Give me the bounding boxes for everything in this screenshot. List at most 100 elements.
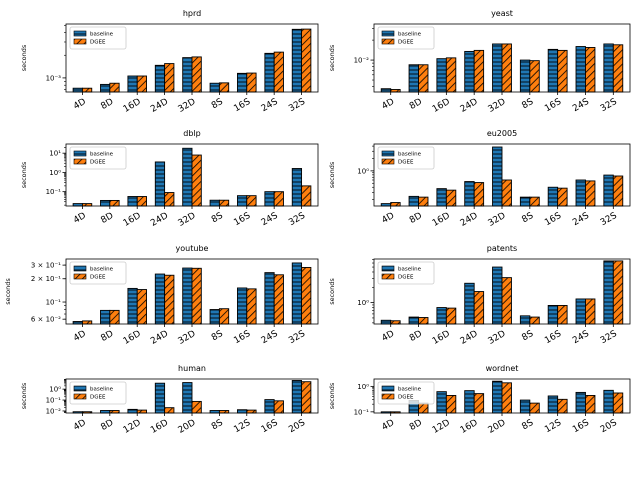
bar-dgee-16D [136,196,147,207]
x-tick-label-32S: 32S [599,211,619,228]
x-tick-label-8S: 8S [520,418,535,433]
bar-baseline-4D [380,88,392,93]
y-axis-label: seconds [328,161,336,188]
bar-dgee-20S [612,392,624,414]
x-tick-label-24D: 24D [149,97,170,115]
y-axis-label: seconds [20,161,28,188]
x-tick-label-24D: 24D [149,211,170,229]
bar-dgee-16D [136,289,147,325]
bar-baseline-16D [127,196,138,207]
x-tick-label-8S: 8S [520,211,535,226]
bar-dgee-32S [612,44,624,93]
bar-baseline-8D [100,199,111,207]
bar-dgee-16S [273,400,284,414]
bar-baseline-8S [519,315,531,325]
x-tick-label-12S: 12S [543,418,563,435]
legend: baseline DGEE [377,261,435,285]
bar-dgee-24S [585,180,596,207]
legend-swatch-dgee [73,158,87,165]
bar-baseline-32D [182,267,193,325]
x-tick-label-24S: 24S [260,329,280,346]
x-tick-label-24S: 24S [260,211,280,228]
bar-baseline-32S [291,262,303,325]
bar-baseline-12D [127,408,138,414]
y-axis-label: seconds [328,382,336,409]
x-tick-label-16S: 16S [232,329,252,346]
x-tick-label-32S: 32S [599,329,619,346]
legend-label-baseline: baseline [398,152,422,158]
bar-baseline-16S [237,72,248,93]
legend-swatch-dgee [73,273,87,280]
subplot-wordnet: wordnet seconds 10⁻¹ 10⁰ 4D 8D 12D 16D 20D 8S 12S 1… [328,364,631,436]
x-tick-label-24D: 24D [459,329,480,347]
bar-dgee-8D [109,199,120,207]
x-tick-label-16D: 16D [459,418,480,436]
legend-swatch-baseline [73,150,87,157]
x-tick-label-16S: 16S [232,97,252,114]
legend-box [69,381,127,405]
bar-dgee-32D [501,43,512,93]
y-axis-label: seconds [20,382,28,409]
bar-dgee-16S [557,49,568,93]
x-tick-label-24D: 24D [459,211,480,229]
x-tick-label-8S: 8S [210,418,225,433]
subplot-human: human seconds 10⁻² 10⁻¹ 10⁰ 4D 8D 12D 16D 20D 8S 12… [20,364,319,436]
x-tick-label-32D: 32D [177,329,198,347]
bar-baseline-20D [182,382,193,414]
bar-baseline-32S [291,28,303,93]
bar-dgee-4D [390,320,401,325]
legend-swatch-dgee [381,158,395,165]
bar-baseline-8S [209,309,220,325]
x-tick-label-4D: 4D [72,211,88,226]
bar-dgee-32D [191,267,202,325]
bar-baseline-8D [100,309,111,325]
y-tick-label: 10⁻¹ [354,408,370,416]
bar-baseline-24D [154,161,166,207]
x-tick-label-8S: 8S [210,329,225,344]
bar-baseline-8S [519,399,531,414]
chart-title: hprd [183,9,201,18]
bar-dgee-32D [501,277,512,325]
bar-dgee-8S [529,60,540,93]
bar-baseline-32D [492,43,503,93]
x-tick-label-16D: 16D [122,329,143,347]
y-axis-label: seconds [20,44,28,71]
bar-baseline-12S [237,409,248,414]
y-tick-label: 2 × 10⁻¹ [31,275,61,283]
bar-dgee-16S [246,72,257,93]
legend-swatch-dgee [73,38,87,45]
legend-swatch-baseline [381,265,395,272]
bar-dgee-16S [557,304,568,325]
x-tick-label-16D: 16D [431,211,452,229]
bar-baseline-4D [380,319,392,325]
chart-title: dblp [183,129,200,138]
bar-baseline-32S [291,168,303,207]
legend-swatch-dgee [381,393,395,400]
x-tick-label-4D: 4D [72,418,88,433]
bar-dgee-32S [612,260,624,325]
subplot-dblp: dblp seconds 10⁻¹ 10⁰ 10¹ 4D 8D 16D 24D 32D 8S 16S 2… [20,129,319,229]
bar-baseline-8D [408,195,419,207]
x-tick-label-8D: 8D [99,329,115,344]
x-tick-label-24S: 24S [571,97,591,114]
x-tick-label-16S: 16S [543,97,563,114]
x-tick-label-16D: 16D [431,97,452,115]
x-tick-label-16D: 16D [431,329,452,347]
legend-box [69,146,127,170]
bar-baseline-16S [547,48,559,93]
bar-dgee-24D [473,49,485,93]
y-tick-label: 10⁰ [49,169,61,177]
x-tick-label-8S: 8S [210,211,225,226]
bar-baseline-24S [575,46,586,93]
legend: baseline DGEE [377,26,435,50]
bar-baseline-32D [182,147,193,207]
y-tick-label: 10⁰ [357,167,369,175]
x-tick-label-16D: 16D [122,97,143,115]
bar-dgee-8S [529,196,540,207]
x-tick-label-8S: 8S [210,97,225,112]
bar-baseline-4D [72,87,83,93]
x-tick-label-8S: 8S [520,329,535,344]
x-tick-label-4D: 4D [380,329,396,344]
x-tick-label-32S: 32S [287,211,307,228]
